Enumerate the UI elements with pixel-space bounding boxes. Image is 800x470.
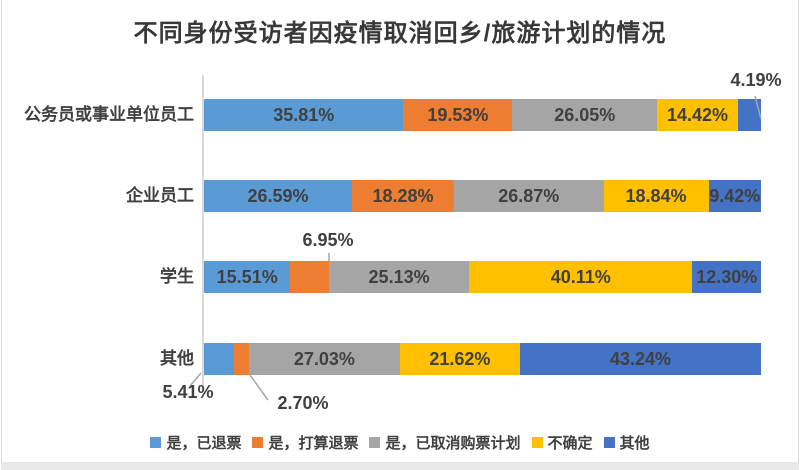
category-axis-line: [202, 75, 204, 387]
legend-label: 是，打算退票: [268, 434, 359, 452]
bar-segment: 40.11%: [469, 261, 693, 293]
bar-segment: 26.05%: [512, 99, 658, 131]
data-label: 27.03%: [293, 348, 355, 369]
bar-segment: 25.13%: [329, 261, 470, 293]
callout-label: 2.70%: [277, 393, 329, 413]
data-label: 14.42%: [666, 104, 729, 125]
bar-segment: 12.30%: [692, 261, 761, 293]
bar-row: 27.03% 21.62% 43.24%: [204, 343, 761, 375]
legend-label: 是，已取消购票计划: [385, 434, 521, 452]
bar-row: 15.51% 25.13% 40.11% 12.30%: [204, 261, 761, 293]
chart-title: 不同身份受访者因疫情取消回乡/旅游计划的情况: [133, 20, 667, 47]
legend-marker: [603, 436, 615, 448]
data-label: 35.81%: [273, 104, 335, 125]
legend-marker: [252, 436, 264, 448]
bar-segment: 27.03%: [249, 343, 400, 375]
data-label: 18.84%: [625, 185, 687, 206]
legend-label: 不确定: [547, 434, 593, 452]
data-label: 15.51%: [216, 266, 278, 287]
category-label: 企业员工: [126, 186, 194, 205]
legend-item: 是，已取消购票计划: [369, 432, 521, 453]
data-label: 19.53%: [427, 104, 489, 125]
data-label: 12.30%: [696, 266, 758, 287]
legend-item: 是，打算退票: [252, 432, 358, 453]
bar-segment: [234, 343, 250, 375]
legend-label: 其他: [619, 434, 650, 452]
category-label: 学生: [160, 267, 194, 286]
callout-label: 6.95%: [302, 230, 354, 250]
data-label: 43.24%: [610, 348, 672, 369]
data-label: 18.28%: [372, 185, 434, 206]
bar-segment: 18.84%: [603, 180, 709, 212]
legend-marker: [150, 436, 162, 448]
bar-segment: [290, 261, 330, 293]
bar-segment: 19.53%: [403, 99, 513, 131]
bar-segment: 15.51%: [204, 261, 291, 293]
bar-segment: 21.62%: [399, 343, 521, 375]
data-label: 26.87%: [498, 185, 560, 206]
data-label: 21.62%: [429, 348, 491, 369]
leader-line: [249, 374, 269, 401]
bar-row: 35.81% 19.53% 26.05% 14.42%: [204, 99, 761, 131]
bar-segment: 35.81%: [204, 99, 404, 131]
bar-segment: [737, 99, 761, 131]
legend-item: 其他: [603, 432, 650, 453]
category-label: 公务员或事业单位员工: [24, 105, 194, 124]
bar-segment: 18.28%: [352, 180, 454, 212]
legend: 是，已退票 是，打算退票 是，已取消购票计划 不确定 其他: [2, 430, 798, 454]
legend-marker: [531, 436, 543, 448]
data-label: 26.05%: [554, 104, 616, 125]
legend-item: 不确定: [531, 432, 593, 453]
bar-segment: 14.42%: [657, 99, 738, 131]
bar-row: 26.59% 18.28% 26.87% 18.84% 9.42%: [204, 180, 761, 212]
category-label: 其他: [160, 349, 194, 368]
bar-segment: 26.87%: [453, 180, 604, 212]
bottom-strip: [1, 462, 799, 470]
data-label: 9.42%: [709, 185, 761, 206]
legend-item: 是，已退票: [150, 432, 241, 453]
callout-label: 5.41%: [162, 382, 214, 402]
bar-segment: [204, 343, 235, 375]
data-label: 40.11%: [550, 266, 611, 287]
legend-label: 是，已退票: [166, 434, 242, 452]
data-label: 26.59%: [247, 185, 309, 206]
callout-label: 4.19%: [730, 70, 782, 90]
bar-segment: 26.59%: [204, 180, 353, 212]
data-label: 25.13%: [368, 266, 430, 287]
bar-segment: 43.24%: [520, 343, 761, 375]
bar-segment: 9.42%: [708, 180, 761, 212]
legend-marker: [369, 436, 381, 448]
